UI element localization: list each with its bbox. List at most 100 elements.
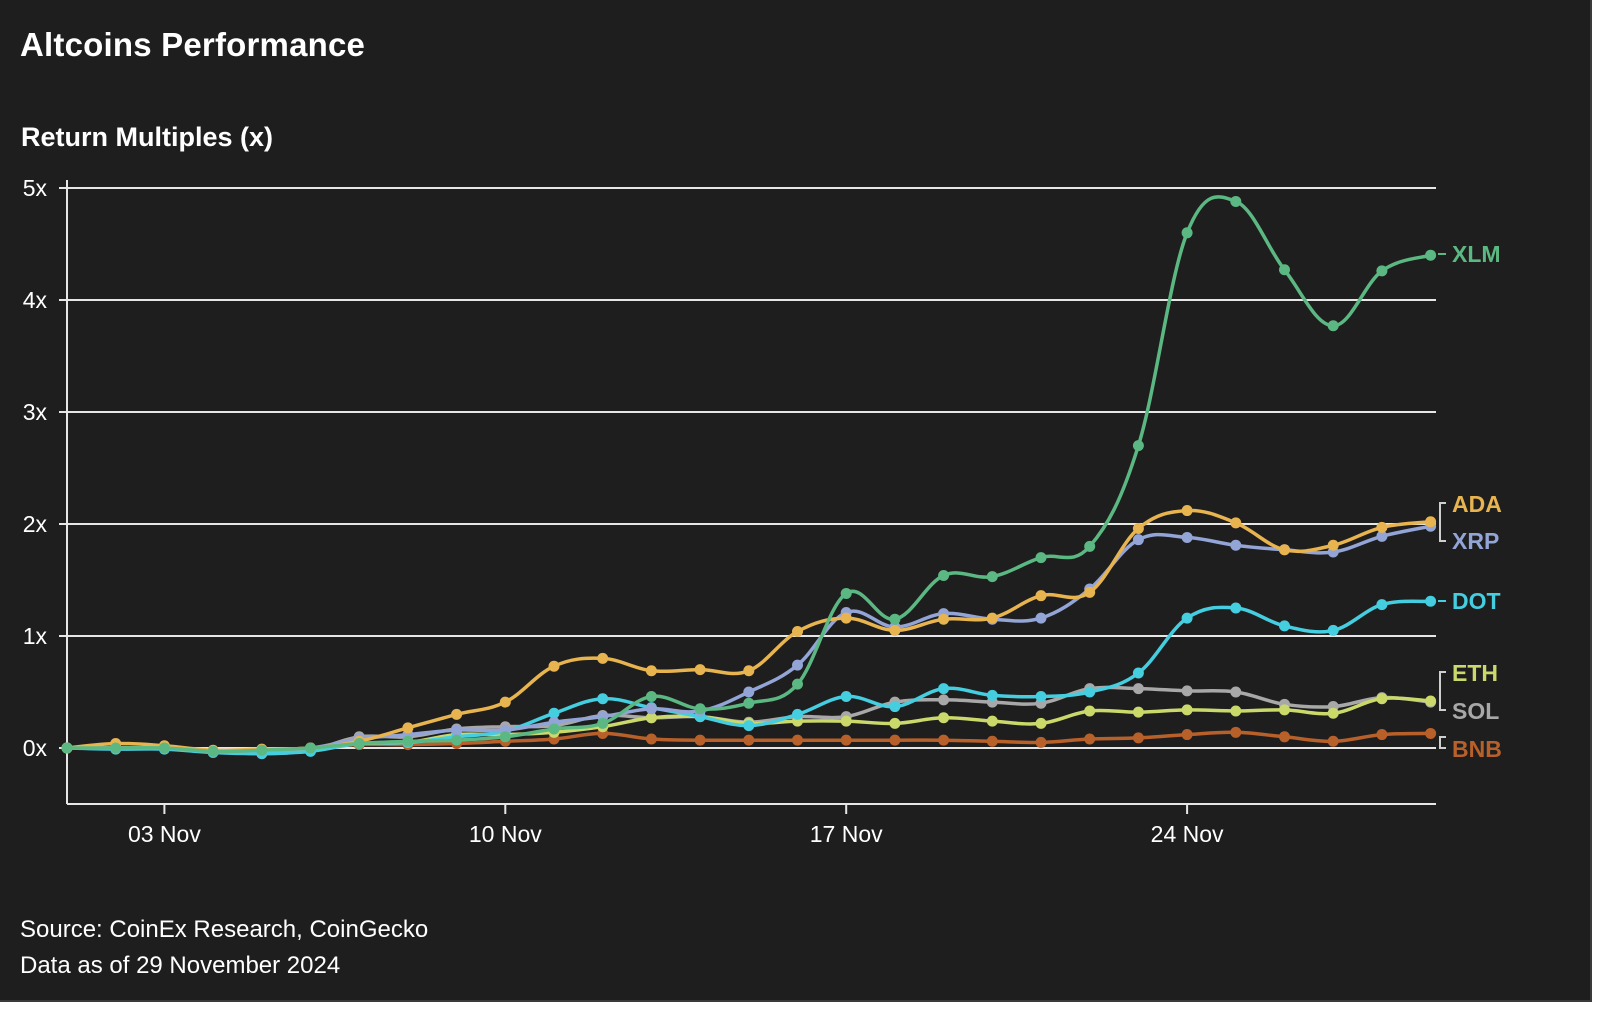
point-dot xyxy=(548,707,560,719)
point-eth xyxy=(840,715,852,727)
point-bnb xyxy=(986,735,998,747)
point-sol xyxy=(1230,686,1242,698)
line-chart: 0x 1x 2x 3x 4x 5x 03 Nov 10 Nov 17 Nov 24 Nov BNB… xyxy=(23,175,1502,847)
point-ada xyxy=(1181,505,1193,517)
point-ada xyxy=(694,664,706,676)
point-dot xyxy=(986,689,998,701)
point-eth xyxy=(1230,705,1242,717)
point-ada xyxy=(597,652,609,664)
point-xlm xyxy=(158,742,170,754)
end-label-xrp: XRP xyxy=(1452,528,1499,554)
end-label-sol: SOL xyxy=(1452,698,1499,724)
point-xlm xyxy=(792,678,803,690)
point-xlm xyxy=(402,735,414,747)
point-ada xyxy=(986,612,998,624)
point-xlm xyxy=(840,587,852,599)
point-xlm xyxy=(256,744,268,756)
point-bnb xyxy=(1035,736,1047,748)
axes: 0x 1x 2x 3x 4x 5x 03 Nov 10 Nov 17 Nov 24 Nov xyxy=(23,175,1436,847)
point-xlm xyxy=(938,570,950,582)
point-ada xyxy=(402,722,414,734)
point-eth xyxy=(1327,707,1339,719)
point-dot xyxy=(1035,690,1047,702)
point-ada xyxy=(743,665,755,677)
end-label-xlm: XLM xyxy=(1452,241,1501,267)
point-eth xyxy=(1279,704,1290,716)
point-eth xyxy=(986,715,998,727)
series-dot xyxy=(61,595,1437,760)
chart-title: Altcoins Performance xyxy=(20,26,366,63)
point-bnb xyxy=(645,733,657,745)
y-tick-label: 3x xyxy=(23,399,48,425)
point-xlm xyxy=(1425,249,1437,261)
point-eth xyxy=(1132,706,1144,718)
y-tick-label: 1x xyxy=(23,623,48,649)
point-sol xyxy=(1181,685,1193,697)
point-xlm xyxy=(597,717,609,729)
point-bnb xyxy=(889,734,901,746)
point-xrp xyxy=(1230,539,1242,551)
point-eth xyxy=(1376,693,1388,705)
point-xlm xyxy=(694,703,706,715)
point-bnb xyxy=(1084,733,1096,745)
series-end-labels: BNB SOL ETH DOT XRP ADA XLM xyxy=(1438,241,1502,762)
point-xrp xyxy=(1376,530,1388,542)
point-sol xyxy=(938,694,950,706)
point-ada xyxy=(1132,522,1144,534)
y-axis-label: Return Multiples (x) xyxy=(21,122,274,152)
end-label-ada: ADA xyxy=(1452,491,1502,517)
point-xlm xyxy=(353,738,365,750)
point-ada xyxy=(1035,590,1047,602)
point-dot xyxy=(1376,599,1388,611)
point-xlm xyxy=(207,745,219,757)
point-xlm xyxy=(1327,320,1339,332)
y-tick-label: 5x xyxy=(23,175,48,201)
point-xrp xyxy=(743,686,755,698)
point-bnb xyxy=(840,734,852,746)
point-dot xyxy=(1425,595,1437,607)
point-dot xyxy=(1132,667,1144,679)
point-eth xyxy=(1084,705,1096,717)
point-ada xyxy=(1327,539,1339,551)
point-bnb xyxy=(938,734,950,746)
eth-sol-bracket xyxy=(1439,671,1446,711)
point-xlm xyxy=(1084,540,1096,552)
point-xlm xyxy=(61,742,73,754)
point-ada xyxy=(792,626,803,638)
point-bnb xyxy=(1279,731,1290,743)
point-bnb xyxy=(1376,729,1388,741)
point-dot xyxy=(1230,602,1242,614)
point-dot xyxy=(889,701,901,713)
point-xlm xyxy=(1279,264,1290,276)
point-xlm xyxy=(548,723,560,735)
point-ada xyxy=(451,708,463,720)
point-dot xyxy=(1084,686,1096,698)
line-ada xyxy=(66,508,1431,753)
point-eth xyxy=(1181,704,1193,716)
x-tick-label: 10 Nov xyxy=(469,821,542,847)
series-lines xyxy=(61,195,1437,760)
point-bnb xyxy=(694,734,706,746)
point-xlm xyxy=(1035,552,1047,564)
point-xrp xyxy=(1181,531,1193,543)
ada-xrp-bracket xyxy=(1439,502,1446,542)
point-xrp xyxy=(645,703,657,715)
point-dot xyxy=(840,690,852,702)
end-label-eth: ETH xyxy=(1452,660,1498,686)
point-eth xyxy=(1425,695,1437,707)
point-xlm xyxy=(305,742,316,754)
end-label-bnb: BNB xyxy=(1452,736,1502,762)
point-eth xyxy=(938,712,950,724)
point-xrp xyxy=(792,659,803,671)
bnb-bracket xyxy=(1439,736,1446,749)
data-date-line: Data as of 29 November 2024 xyxy=(20,952,341,979)
series-xlm xyxy=(61,195,1437,757)
point-xlm xyxy=(743,697,755,709)
point-xlm xyxy=(986,571,998,583)
point-eth xyxy=(889,717,901,729)
point-xlm xyxy=(645,690,657,702)
point-xlm xyxy=(1181,227,1193,239)
point-ada xyxy=(1376,521,1388,533)
x-tick-label: 03 Nov xyxy=(128,821,201,847)
